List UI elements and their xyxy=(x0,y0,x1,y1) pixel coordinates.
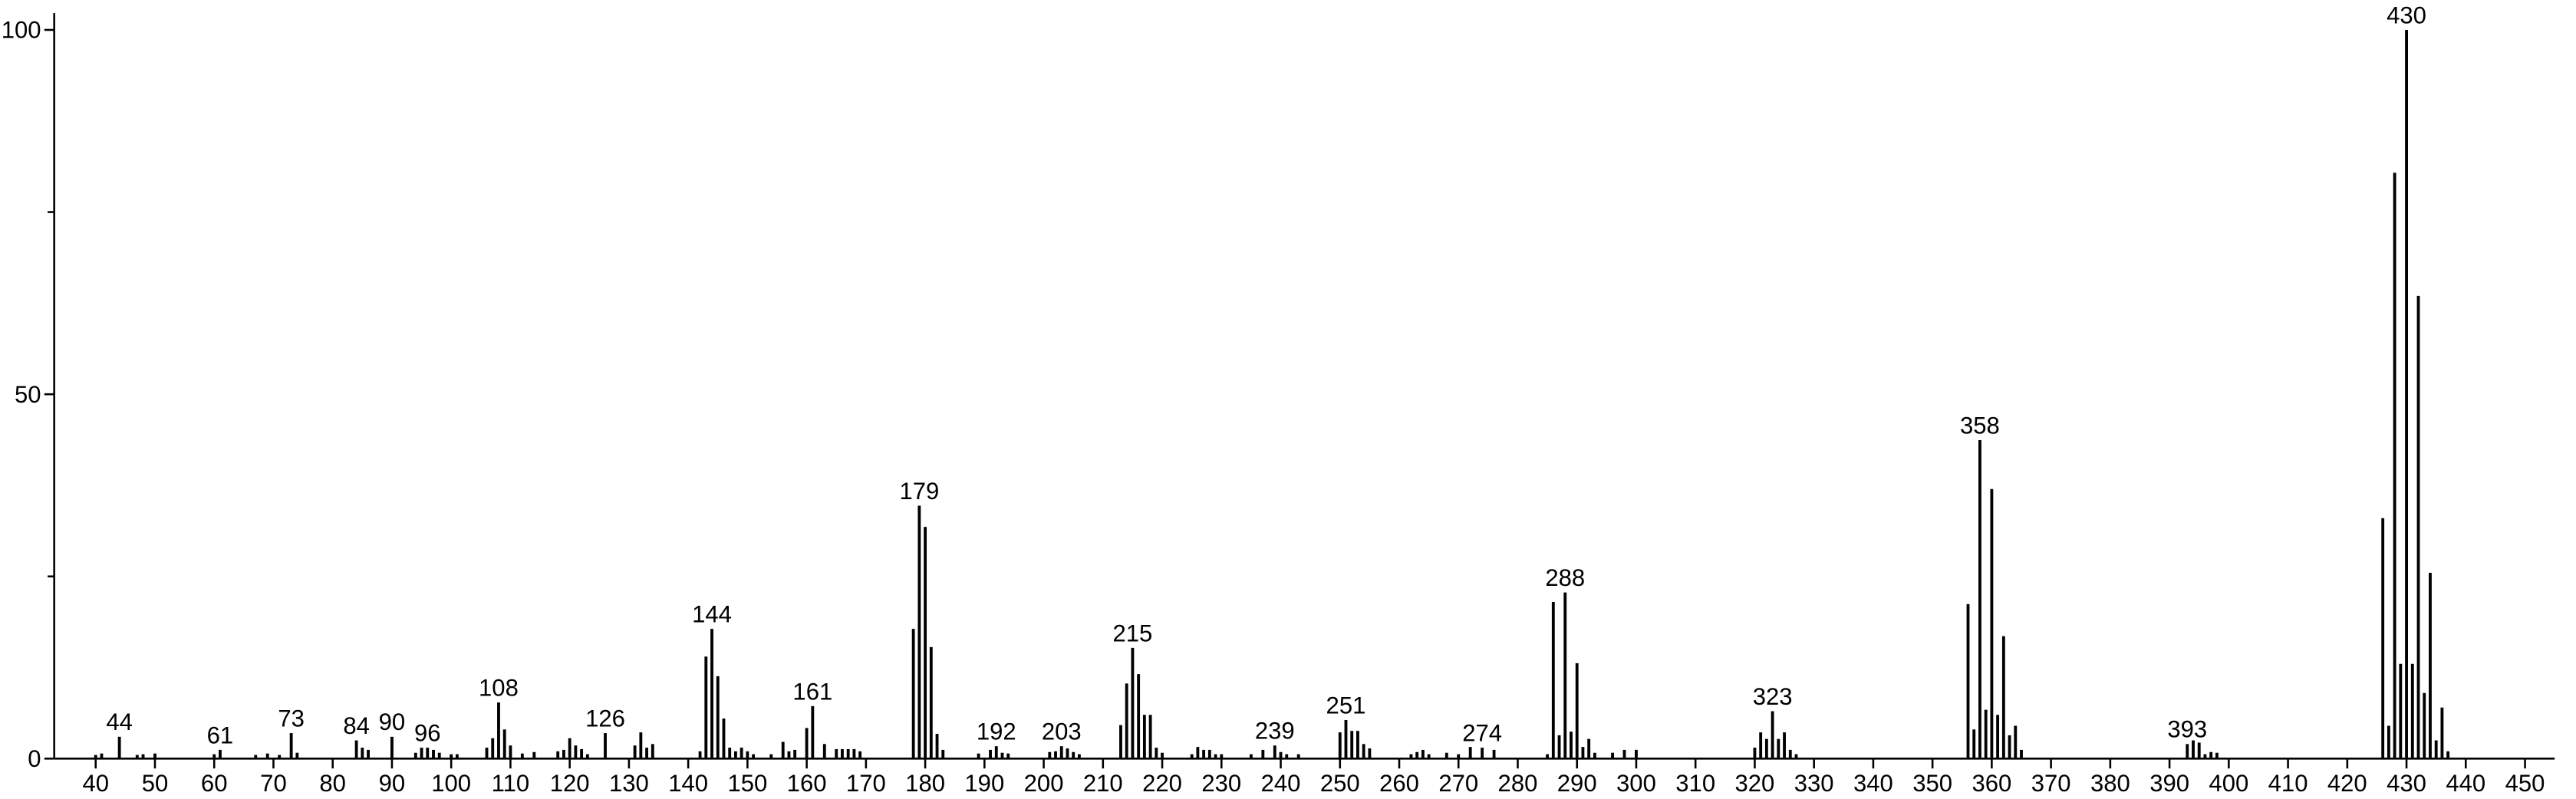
peak-label: 393 xyxy=(2167,716,2207,743)
peak-label: 203 xyxy=(1042,718,1082,745)
x-tick-label: 180 xyxy=(905,770,945,797)
x-tick-label: 210 xyxy=(1083,770,1123,797)
peak-label: 96 xyxy=(414,720,441,747)
peak-label: 274 xyxy=(1462,720,1502,747)
x-tick-label: 200 xyxy=(1024,770,1064,797)
x-tick-label: 100 xyxy=(431,770,471,797)
peak-label: 192 xyxy=(977,718,1016,745)
x-tick-label: 50 xyxy=(142,770,169,797)
peak-label: 179 xyxy=(899,478,939,505)
x-tick-label: 60 xyxy=(201,770,228,797)
y-tick-label: 50 xyxy=(15,381,41,408)
peak-label: 358 xyxy=(1960,412,2000,439)
x-tick-label: 310 xyxy=(1675,770,1715,797)
x-tick-label: 170 xyxy=(846,770,886,797)
x-tick-label: 390 xyxy=(2149,770,2189,797)
x-tick-label: 220 xyxy=(1142,770,1182,797)
x-tick-label: 290 xyxy=(1557,770,1597,797)
y-tick-label: 100 xyxy=(2,17,41,44)
x-tick-label: 410 xyxy=(2268,770,2308,797)
x-tick-label: 120 xyxy=(550,770,590,797)
x-tick-label: 190 xyxy=(964,770,1004,797)
x-tick-label: 230 xyxy=(1201,770,1241,797)
peak-label: 108 xyxy=(479,675,519,702)
x-tick-label: 380 xyxy=(2090,770,2130,797)
peak-label: 215 xyxy=(1113,620,1153,646)
x-tick-label: 150 xyxy=(727,770,767,797)
x-tick-label: 440 xyxy=(2446,770,2485,797)
x-tick-label: 90 xyxy=(379,770,406,797)
x-tick-label: 240 xyxy=(1261,770,1301,797)
x-tick-label: 110 xyxy=(492,770,530,797)
peak-label: 239 xyxy=(1255,718,1295,745)
peak-label: 126 xyxy=(585,705,625,732)
peak-label: 323 xyxy=(1753,683,1793,710)
x-tick-label: 350 xyxy=(1912,770,1952,797)
x-tick-label: 450 xyxy=(2505,770,2545,797)
x-tick-label: 160 xyxy=(787,770,827,797)
x-tick-label: 40 xyxy=(82,770,109,797)
x-tick-label: 130 xyxy=(609,770,649,797)
x-tick-label: 430 xyxy=(2387,770,2426,797)
peak-label: 430 xyxy=(2387,2,2426,28)
x-tick-label: 330 xyxy=(1794,770,1834,797)
x-tick-label: 250 xyxy=(1320,770,1360,797)
peak-label: 251 xyxy=(1326,692,1366,718)
x-tick-label: 320 xyxy=(1735,770,1775,797)
peak-label: 73 xyxy=(278,705,305,732)
peak-label: 84 xyxy=(343,712,370,739)
peak-label: 90 xyxy=(379,709,406,735)
y-tick-label: 0 xyxy=(28,745,41,772)
peak-label: 161 xyxy=(792,678,832,705)
x-tick-label: 300 xyxy=(1616,770,1656,797)
x-tick-label: 420 xyxy=(2327,770,2367,797)
peak-label: 288 xyxy=(1545,564,1585,591)
x-tick-label: 280 xyxy=(1498,770,1538,797)
peak-label: 61 xyxy=(207,722,234,748)
x-tick-label: 260 xyxy=(1379,770,1419,797)
x-tick-label: 360 xyxy=(1972,770,2011,797)
x-tick-label: 80 xyxy=(319,770,346,797)
peak-label: 44 xyxy=(106,709,133,735)
peak-label: 144 xyxy=(692,601,732,628)
x-tick-label: 140 xyxy=(668,770,708,797)
x-tick-label: 370 xyxy=(2031,770,2071,797)
x-tick-label: 70 xyxy=(260,770,287,797)
x-tick-label: 270 xyxy=(1438,770,1478,797)
x-tick-label: 340 xyxy=(1853,770,1893,797)
x-tick-label: 400 xyxy=(2209,770,2248,797)
